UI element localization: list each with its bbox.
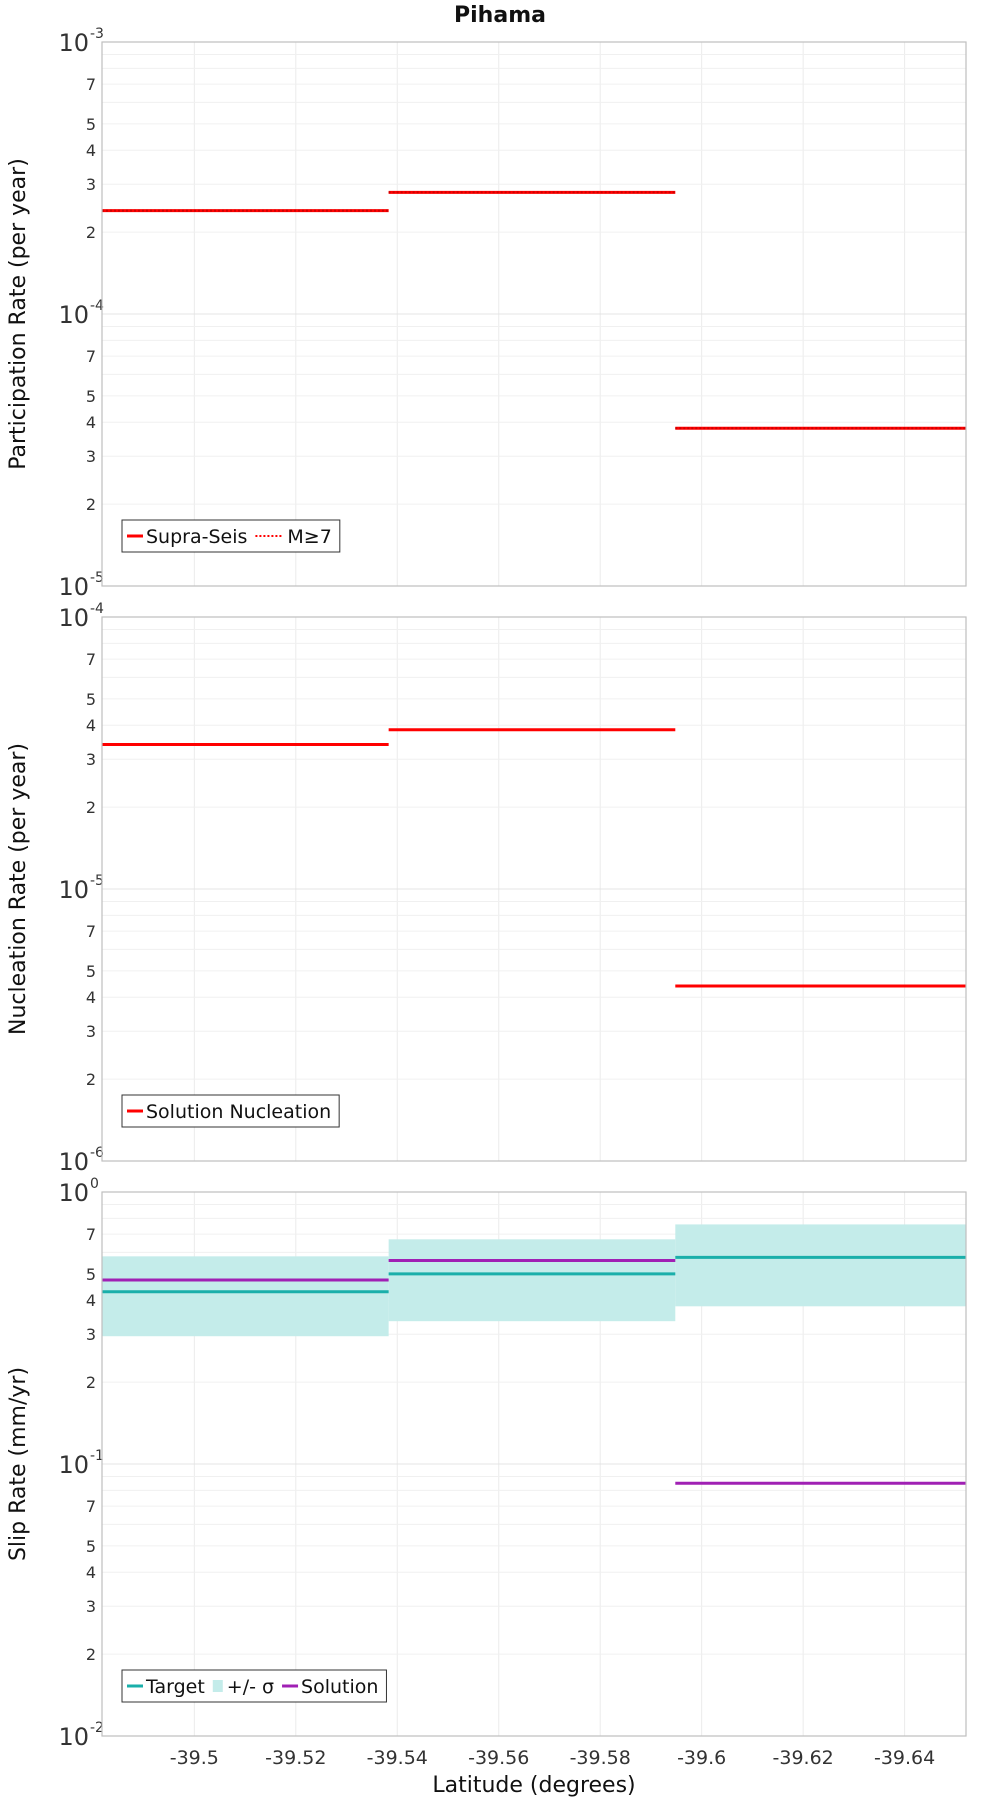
y-tick-label-exponent: -6 <box>90 1145 104 1161</box>
y-tick-label: 2 <box>86 223 96 242</box>
x-axis-title: Latitude (degrees) <box>432 1773 635 1798</box>
legend-box <box>121 1669 387 1703</box>
y-axis-title: Nucleation Rate (per year) <box>6 743 31 1035</box>
legend-label: M≥7 <box>287 526 331 548</box>
legend-label: Solution Nucleation <box>146 1101 331 1123</box>
y-tick-label: 5 <box>86 1537 96 1556</box>
y-tick-label-decade: 10 <box>58 604 89 632</box>
legend-label: Solution <box>301 1676 378 1698</box>
x-tick-label: -39.52 <box>265 1747 326 1769</box>
sigma-band-segment <box>388 1239 676 1322</box>
plot-border <box>101 1191 967 1737</box>
y-axis-title: Participation Rate (per year) <box>6 158 31 470</box>
y-tick-label-exponent: -1 <box>90 1448 104 1464</box>
y-tick-label: 3 <box>86 1325 96 1344</box>
legend: Supra-Seis M≥7 <box>121 519 341 553</box>
legend-label: Supra-Seis <box>146 526 247 548</box>
legend-box <box>121 519 341 553</box>
legend-label: Target <box>145 1676 205 1698</box>
y-tick-label-decade: 10 <box>58 29 89 57</box>
y-tick-label: 7 <box>86 75 96 94</box>
y-tick-label: 2 <box>86 1645 96 1664</box>
x-tick-label: -39.64 <box>874 1747 935 1769</box>
y-tick-label-exponent: -4 <box>90 298 104 314</box>
legend-label: +/- σ <box>227 1676 274 1698</box>
y-tick-label: 3 <box>86 447 96 466</box>
x-tick-label: -39.54 <box>367 1747 428 1769</box>
x-tick-label: -39.5 <box>170 1747 219 1769</box>
legend: Solution Nucleation <box>121 1094 340 1128</box>
y-tick-label: 4 <box>86 1291 96 1310</box>
y-tick-label: 7 <box>86 1225 96 1244</box>
y-tick-label-decade: 10 <box>58 1148 89 1176</box>
x-tick-label: -39.56 <box>468 1747 529 1769</box>
legend: Target +/- σ Solution <box>121 1669 387 1703</box>
x-tick-label: -39.58 <box>570 1747 631 1769</box>
legend-swatch <box>212 1680 223 1692</box>
x-tick-label: -39.62 <box>773 1747 834 1769</box>
sigma-band-segment <box>102 1256 389 1337</box>
y-tick-label: 3 <box>86 175 96 194</box>
y-tick-label: 5 <box>86 690 96 709</box>
chart-title: Pihama <box>454 3 546 28</box>
y-tick-label-decade: 10 <box>58 301 89 329</box>
y-tick-label: 5 <box>86 962 96 981</box>
x-tick-label: -39.6 <box>677 1747 726 1769</box>
y-tick-label: 4 <box>86 716 96 735</box>
y-axis-title: Slip Rate (mm/yr) <box>6 1367 31 1561</box>
y-tick-label: 3 <box>86 1022 96 1041</box>
y-tick-label: 4 <box>86 988 96 1007</box>
legend-box <box>121 1094 340 1128</box>
y-tick-label: 2 <box>86 495 96 514</box>
y-tick-label-exponent: -4 <box>90 601 104 617</box>
y-tick-label-decade: 10 <box>58 573 89 601</box>
y-tick-label: 4 <box>86 413 96 432</box>
sigma-band-segment <box>675 1224 966 1307</box>
y-tick-label: 5 <box>86 1265 96 1284</box>
y-tick-label-decade: 10 <box>58 1451 89 1479</box>
y-tick-label: 7 <box>86 1497 96 1516</box>
y-tick-label-decade: 10 <box>58 1179 89 1207</box>
plot-border <box>101 41 967 587</box>
y-tick-label: 4 <box>86 141 96 160</box>
y-tick-label-decade: 10 <box>58 876 89 904</box>
y-tick-label: 2 <box>86 1373 96 1392</box>
y-tick-label: 4 <box>86 1563 96 1582</box>
y-tick-label: 7 <box>86 347 96 366</box>
y-tick-label: 3 <box>86 1597 96 1616</box>
y-tick-label-exponent: -2 <box>90 1720 104 1736</box>
y-tick-label: 2 <box>86 1070 96 1089</box>
y-tick-label: 7 <box>86 922 96 941</box>
y-tick-label: 7 <box>86 650 96 669</box>
y-tick-label: 5 <box>86 115 96 134</box>
y-tick-label-exponent: -5 <box>90 873 104 889</box>
y-tick-label-decade: 10 <box>58 1723 89 1751</box>
y-tick-label: 3 <box>86 750 96 769</box>
y-tick-label-exponent: -3 <box>90 26 104 42</box>
y-tick-label-exponent: 0 <box>90 1176 99 1192</box>
y-tick-label: 5 <box>86 387 96 406</box>
plot-border <box>101 616 967 1162</box>
y-tick-label-exponent: -5 <box>90 570 104 586</box>
y-tick-label: 2 <box>86 798 96 817</box>
